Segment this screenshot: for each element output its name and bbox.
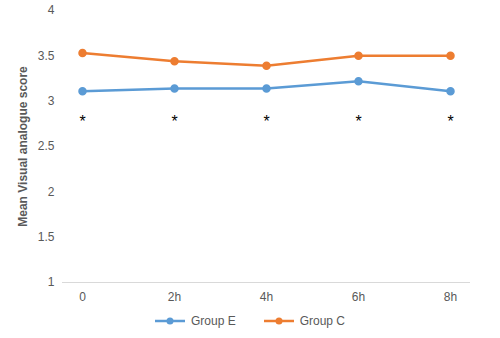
svg-text:1.5: 1.5	[38, 230, 55, 244]
svg-text:1: 1	[48, 275, 55, 289]
svg-text:3.5: 3.5	[38, 49, 55, 63]
svg-text:*: *	[79, 113, 85, 130]
svg-text:2h: 2h	[168, 290, 181, 304]
svg-text:8h: 8h	[444, 290, 457, 304]
svg-text:*: *	[355, 113, 361, 130]
svg-text:*: *	[263, 113, 269, 130]
svg-text:*: *	[171, 113, 177, 130]
svg-text:2.5: 2.5	[38, 139, 55, 153]
svg-text:4h: 4h	[260, 290, 273, 304]
svg-text:2: 2	[48, 185, 55, 199]
svg-text:6h: 6h	[352, 290, 365, 304]
html-text:Group E: Group E	[191, 314, 236, 328]
html-text:Group C: Group C	[299, 314, 345, 328]
svg-text:0: 0	[79, 290, 86, 304]
svg-text:Mean Visual analogue score: Mean Visual analogue score	[16, 66, 30, 227]
svg-text:4: 4	[48, 3, 55, 17]
svg-text:3: 3	[48, 94, 55, 108]
svg-text:*: *	[447, 113, 453, 130]
